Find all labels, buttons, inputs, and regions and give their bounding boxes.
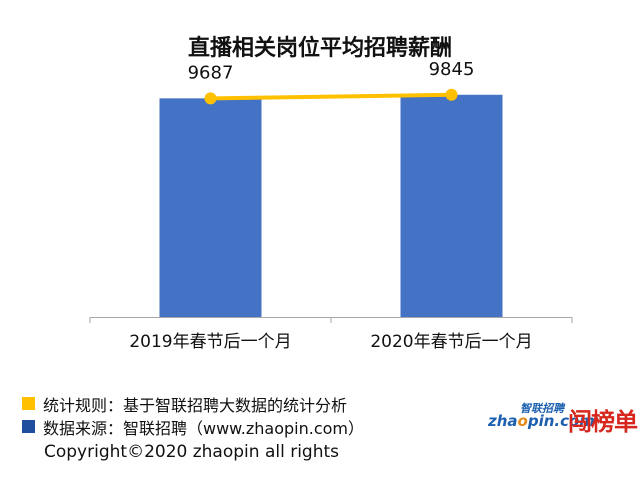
note-rule-swatch xyxy=(22,397,35,410)
note-source-text: 数据来源：智联招聘（www.zhaopin.com） xyxy=(43,418,365,438)
note-source: 数据来源：智联招聘（www.zhaopin.com） xyxy=(22,415,364,438)
series-line xyxy=(210,92,452,101)
notes: 统计规则：基于智联招聘大数据的统计分析 数据来源：智联招聘（www.zhaopi… xyxy=(22,392,364,438)
logo-main-suffix: pin.com xyxy=(527,412,595,430)
logo-main-text: zhaopin.com xyxy=(488,412,595,430)
bar xyxy=(400,94,503,317)
logo-main-prefix: zha xyxy=(488,412,518,430)
copyright-text: Copyright©2020 zhaopin all rights xyxy=(44,442,340,462)
logo-main-o: o xyxy=(517,412,528,430)
line-point xyxy=(204,92,217,105)
note-source-swatch xyxy=(22,420,35,433)
x-tick-label: 2019年春节后一个月 xyxy=(129,332,291,352)
note-rule: 统计规则：基于智联招聘大数据的统计分析 xyxy=(22,392,364,415)
chart-title: 直播相关岗位平均招聘薪酬 xyxy=(187,36,452,61)
zhaopin-logo: 智联招聘 zhaopin.com 闯榜单 xyxy=(488,400,638,436)
logo-top-text: 智联招聘 xyxy=(520,402,564,415)
data-label: 9687 xyxy=(188,62,234,83)
x-tick-label: 2020年春节后一个月 xyxy=(370,332,532,352)
logo-side-text: 闯榜单 xyxy=(568,408,638,436)
bar xyxy=(159,98,262,317)
data-label: 9845 xyxy=(429,59,475,80)
line-point xyxy=(445,88,458,101)
bar-chart: 2019年春节后一个月 2020年春节后一个月 9687 9845 xyxy=(89,59,573,352)
note-rule-text: 统计规则：基于智联招聘大数据的统计分析 xyxy=(43,395,348,415)
